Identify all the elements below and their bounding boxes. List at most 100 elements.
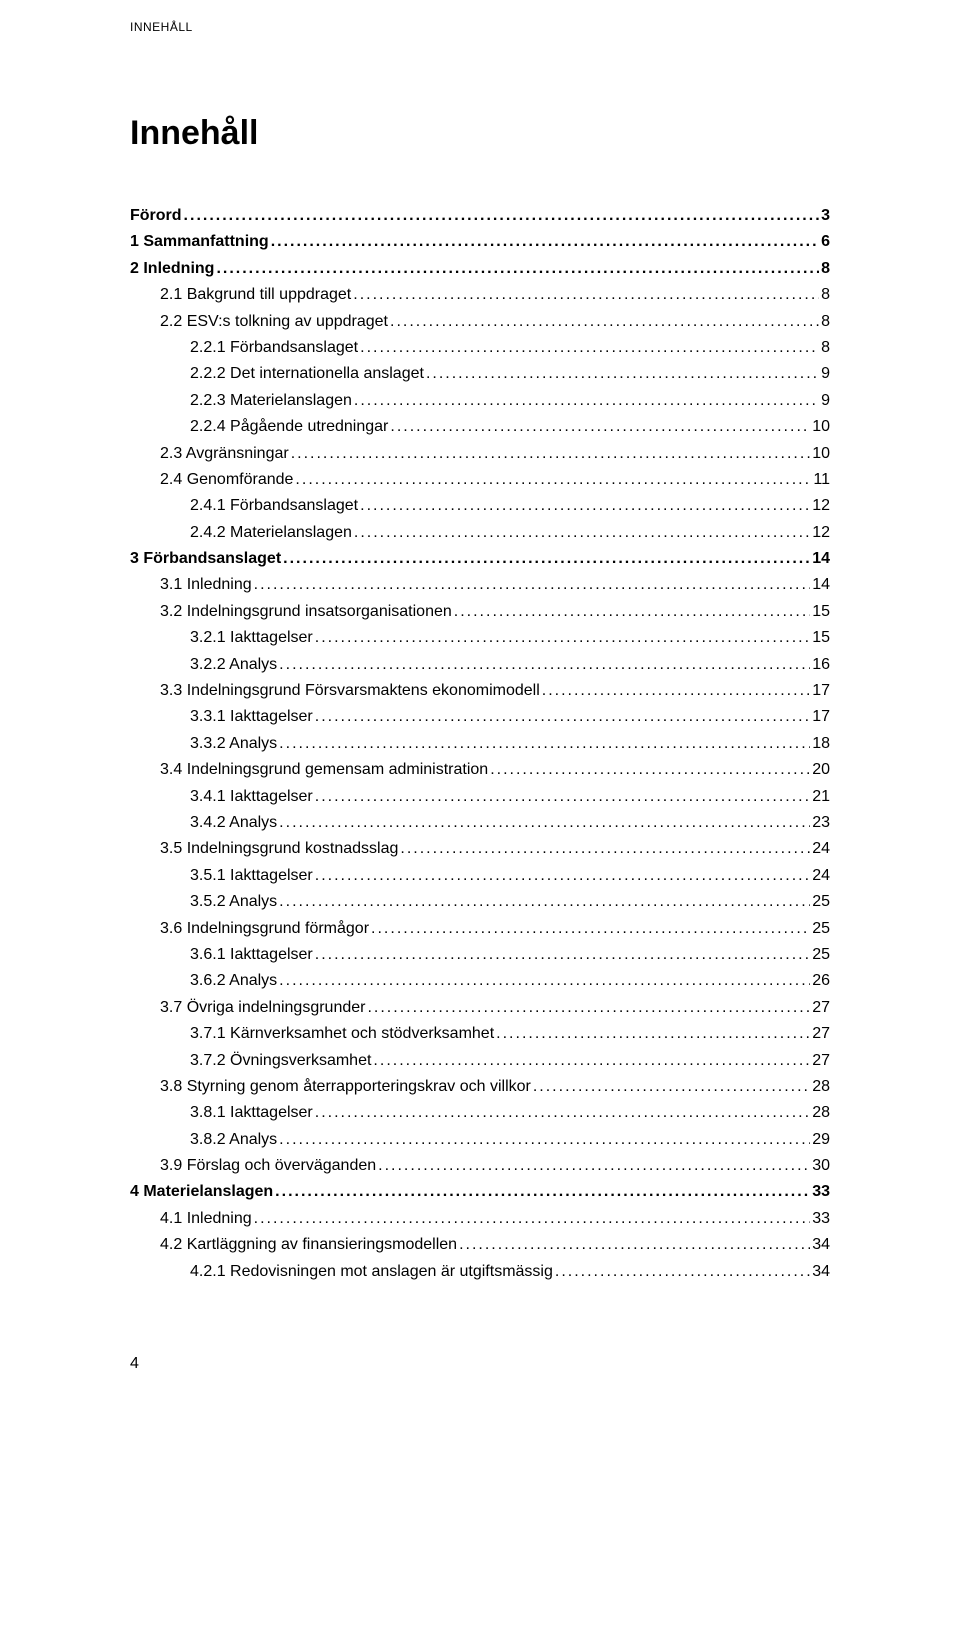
toc-entry: 3.2.1 Iakttagelser 15 <box>130 625 830 651</box>
toc-entry-page: 16 <box>812 652 830 678</box>
toc-entry-label: 3.2.1 Iakttagelser <box>190 625 313 651</box>
toc-dot-leader <box>454 599 810 625</box>
toc-entry: 4.1 Inledning33 <box>130 1206 830 1232</box>
toc-entry-label: Förord <box>130 203 182 229</box>
toc-container: Förord31 Sammanfattning62 Inledning82.1 … <box>130 203 830 1285</box>
toc-entry-label: 3.5.2 Analys <box>190 889 277 915</box>
toc-dot-leader <box>254 1206 811 1232</box>
toc-entry: 3.3 Indelningsgrund Försvarsmaktens ekon… <box>130 678 830 704</box>
toc-entry-page: 23 <box>812 810 830 836</box>
toc-entry-page: 20 <box>812 757 830 783</box>
toc-entry: 3.6.2 Analys26 <box>130 968 830 994</box>
toc-dot-leader <box>490 757 810 783</box>
toc-dot-leader <box>315 942 810 968</box>
toc-entry: 2.4 Genomförande11 <box>130 467 830 493</box>
toc-entry: 3.5.1 Iakttagelser24 <box>130 863 830 889</box>
toc-dot-leader <box>315 784 810 810</box>
toc-entry-page: 8 <box>821 309 830 335</box>
toc-entry-page: 9 <box>821 361 830 387</box>
toc-entry-label: 2 Inledning <box>130 256 214 282</box>
toc-entry-page: 25 <box>812 942 830 968</box>
toc-entry-label: 2.4 Genomförande <box>160 467 293 493</box>
running-header: INNEHÅLL <box>130 20 830 34</box>
toc-dot-leader <box>400 836 810 862</box>
toc-entry-label: 4 Materielanslagen <box>130 1179 273 1205</box>
toc-entry-page: 12 <box>812 493 830 519</box>
toc-entry-page: 25 <box>812 889 830 915</box>
toc-title: Innehåll <box>130 114 830 153</box>
toc-dot-leader <box>216 256 819 282</box>
toc-entry-page: 33 <box>812 1206 830 1232</box>
toc-entry-label: 3.3.2 Analys <box>190 731 277 757</box>
toc-entry-label: 3.8.1 Iakttagelser <box>190 1100 313 1126</box>
toc-entry: 3.4.1 Iakttagelser21 <box>130 784 830 810</box>
toc-entry-label: 2.2.3 Materielanslagen <box>190 388 352 414</box>
toc-entry-page: 12 <box>812 520 830 546</box>
toc-entry: 3.7.1 Kärnverksamhet och stödverksamhet2… <box>130 1021 830 1047</box>
toc-entry-page: 15 <box>812 625 830 651</box>
toc-dot-leader <box>184 203 820 229</box>
toc-entry-page: 8 <box>821 282 830 308</box>
toc-entry-label: 1 Sammanfattning <box>130 229 269 255</box>
toc-dot-leader <box>360 493 810 519</box>
toc-entry: 3.8.2 Analys29 <box>130 1127 830 1153</box>
toc-dot-leader <box>354 388 819 414</box>
toc-entry-label: 4.2.1 Redovisningen mot anslagen är utgi… <box>190 1259 553 1285</box>
toc-entry-page: 28 <box>812 1100 830 1126</box>
toc-entry-page: 25 <box>812 916 830 942</box>
toc-dot-leader <box>354 520 810 546</box>
toc-entry-label: 3.3.1 Iakttagelser <box>190 704 313 730</box>
toc-dot-leader <box>542 678 810 704</box>
toc-entry: 2 Inledning8 <box>130 256 830 282</box>
toc-entry-page: 34 <box>812 1259 830 1285</box>
toc-entry: 2.2.1 Förbandsanslaget8 <box>130 335 830 361</box>
toc-entry: 3.3.2 Analys18 <box>130 731 830 757</box>
toc-entry: 2.4.2 Materielanslagen12 <box>130 520 830 546</box>
toc-dot-leader <box>283 546 810 572</box>
toc-entry-page: 30 <box>812 1153 830 1179</box>
toc-dot-leader <box>371 916 810 942</box>
toc-entry: 3.2 Indelningsgrund insatsorganisationen… <box>130 599 830 625</box>
toc-dot-leader <box>496 1021 810 1047</box>
toc-entry-label: 3.7 Övriga indelningsgrunder <box>160 995 365 1021</box>
toc-entry-label: 3.8.2 Analys <box>190 1127 277 1153</box>
toc-entry: 2.2 ESV:s tolkning av uppdraget8 <box>130 309 830 335</box>
toc-entry-label: 4.2 Kartläggning av finansieringsmodelle… <box>160 1232 457 1258</box>
toc-dot-leader <box>315 863 810 889</box>
toc-entry-page: 27 <box>812 1048 830 1074</box>
toc-entry-page: 33 <box>812 1179 830 1205</box>
toc-entry-page: 17 <box>812 678 830 704</box>
toc-dot-leader <box>533 1074 810 1100</box>
toc-entry: 2.2.3 Materielanslagen9 <box>130 388 830 414</box>
toc-entry-label: 2.2.2 Det internationella anslaget <box>190 361 424 387</box>
toc-dot-leader <box>459 1232 810 1258</box>
toc-entry-page: 24 <box>812 836 830 862</box>
toc-dot-leader <box>275 1179 810 1205</box>
toc-entry-label: 3.1 Inledning <box>160 572 252 598</box>
toc-entry-label: 2.3 Avgränsningar <box>160 441 289 467</box>
toc-entry-label: 3 Förbandsanslaget <box>130 546 281 572</box>
toc-entry: 3.3.1 Iakttagelser17 <box>130 704 830 730</box>
toc-entry-label: 3.6.2 Analys <box>190 968 277 994</box>
toc-dot-leader <box>279 652 810 678</box>
toc-entry: 3 Förbandsanslaget14 <box>130 546 830 572</box>
toc-entry-label: 3.3 Indelningsgrund Försvarsmaktens ekon… <box>160 678 540 704</box>
toc-dot-leader <box>279 810 810 836</box>
toc-dot-leader <box>279 1127 810 1153</box>
toc-entry: 3.4 Indelningsgrund gemensam administrat… <box>130 757 830 783</box>
toc-entry-page: 14 <box>812 572 830 598</box>
toc-entry: 3.1 Inledning 14 <box>130 572 830 598</box>
toc-entry: 3.8.1 Iakttagelser 28 <box>130 1100 830 1126</box>
toc-dot-leader <box>295 467 811 493</box>
toc-dot-leader <box>555 1259 810 1285</box>
toc-entry: 4.2.1 Redovisningen mot anslagen är utgi… <box>130 1259 830 1285</box>
toc-dot-leader <box>426 361 819 387</box>
toc-entry: 3.8 Styrning genom återrapporteringskrav… <box>130 1074 830 1100</box>
toc-entry: 3.4.2 Analys23 <box>130 810 830 836</box>
toc-entry-page: 10 <box>812 414 830 440</box>
toc-entry: 1 Sammanfattning6 <box>130 229 830 255</box>
toc-entry-label: 3.5.1 Iakttagelser <box>190 863 313 889</box>
toc-dot-leader <box>291 441 811 467</box>
toc-dot-leader <box>373 1048 810 1074</box>
toc-entry: 4 Materielanslagen 33 <box>130 1179 830 1205</box>
